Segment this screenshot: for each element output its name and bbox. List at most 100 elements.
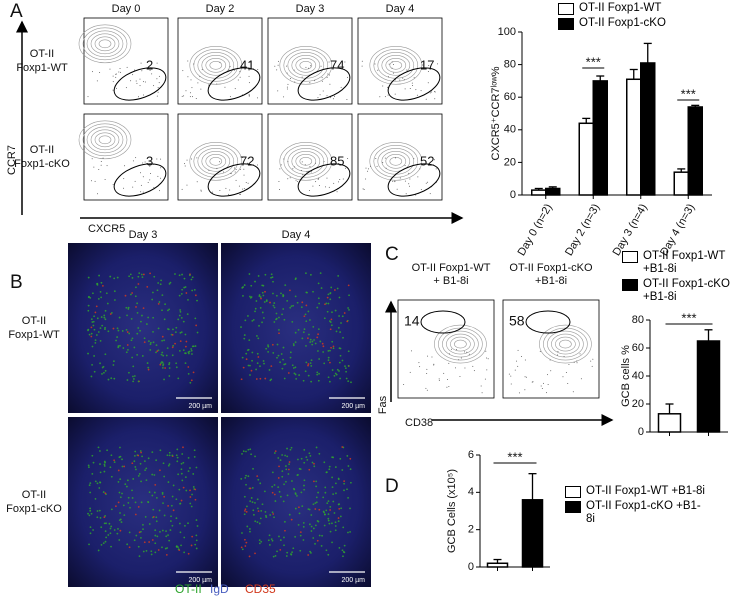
event-dot [409,371,411,373]
event-dot [241,188,243,190]
stain-dot [178,522,181,525]
bar [657,413,682,433]
stain-dot [348,308,350,311]
stain-dot [92,461,95,464]
stain-dot [249,500,252,503]
event-dot [240,193,242,195]
stain-dot [317,379,320,382]
stain-dot [249,295,251,298]
event-dot [403,79,405,81]
event-dot [191,158,193,160]
stain-dot [253,513,255,516]
stain-dot [193,288,196,291]
stain-dot [127,496,130,499]
stain-dot [148,491,151,494]
stain-dot [93,328,96,331]
stain-dot [137,275,140,278]
event-dot [277,64,279,66]
stain-dot [89,296,92,299]
stain-dot [93,315,96,318]
stain-dot [195,547,198,550]
event-dot [142,162,144,164]
stain-dot [303,461,306,464]
contour [295,154,317,169]
event-dot [420,90,422,92]
stain-dot [281,313,283,316]
stain-dot [338,315,340,317]
stain-dot [103,460,106,463]
stain-dot [324,303,326,306]
stain-dot [319,272,322,275]
stain-dot [251,486,254,489]
stain-dot [100,281,103,284]
stain-dot [88,295,90,298]
stain-dot [255,368,258,371]
stain-dot [297,328,300,331]
stain-dot [195,539,198,542]
stain-dot [127,501,130,504]
gate-percent: 14 [404,313,420,329]
stain-dot [282,346,285,349]
stain-dot [249,530,251,533]
y-tick-label: 80 [504,59,516,71]
bar [545,187,561,196]
event-dot [156,78,158,80]
stain-dot [249,297,252,299]
stain-dot [277,486,280,489]
stain-dot [280,353,283,355]
event-dot [434,98,436,100]
event-dot [94,180,96,182]
contour [381,55,411,76]
stain-dot [105,536,108,539]
event-dot [106,165,108,167]
stain-dot [128,371,130,374]
stain-dot [188,350,191,353]
stain-dot [126,314,128,317]
event-dot [287,161,289,163]
stain-dot [101,284,104,287]
event-dot [208,169,210,171]
stain-dot [275,294,278,297]
stain-dot [167,464,170,467]
stain-dot [137,454,140,457]
stain-dot [179,340,182,343]
stain-dot [152,330,154,333]
stain-dot [334,372,337,375]
stain-dot [183,286,186,289]
stain-dot [267,344,269,347]
stain-dot [176,448,179,451]
contour [438,327,483,361]
event-dot [480,385,482,387]
event-dot [326,177,328,179]
stain-dot [100,526,103,529]
event-dot [419,168,421,170]
stain-dot [96,282,99,285]
stain-dot [278,490,281,493]
stain-dot [190,348,193,350]
event-dot [125,87,127,89]
event-dot [186,159,188,161]
stain-dot [241,532,243,534]
event-dot [243,174,245,176]
stain-dot [171,346,174,349]
event-dot [546,392,548,394]
stain-dot [307,364,309,367]
stain-dot [194,498,197,501]
event-dot [293,69,295,71]
stain-dot [273,321,276,323]
stain-dot [318,358,321,360]
event-dot [132,186,134,188]
event-dot [456,349,458,351]
stain-dot [297,458,299,461]
stain-dot [131,489,133,492]
event-dot [208,84,210,86]
legend-swatch [622,279,638,291]
event-dot [317,97,319,99]
stain-dot [119,529,122,532]
stain-dot [180,499,183,502]
stain-dot [250,369,253,372]
stain-dot [160,353,163,356]
contour [299,157,313,166]
stain-dot [267,351,270,353]
